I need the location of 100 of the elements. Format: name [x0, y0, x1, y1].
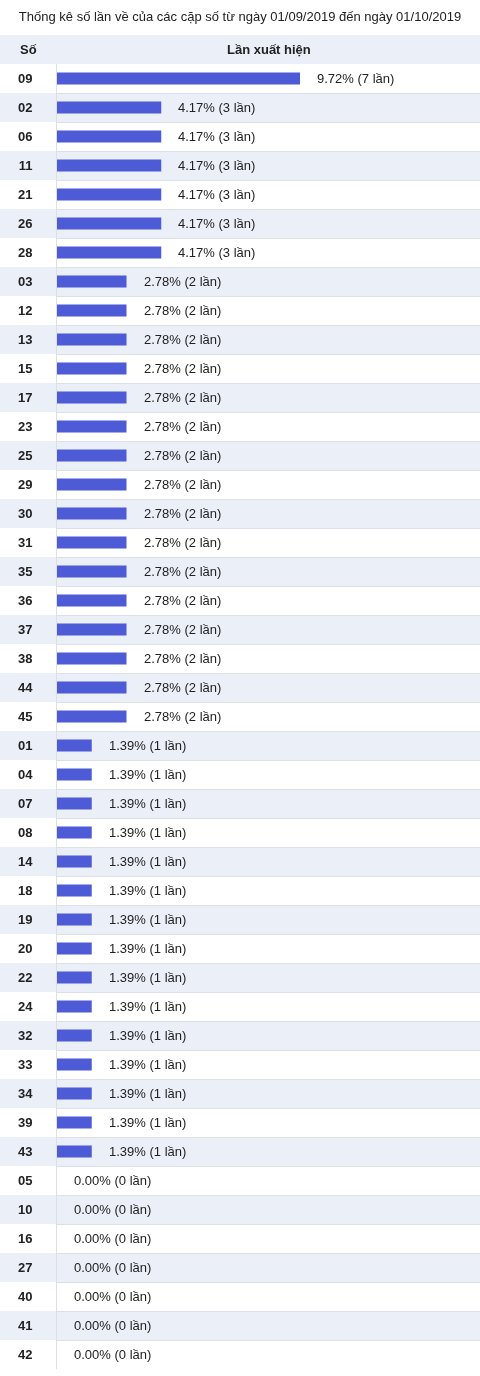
bar: [57, 275, 127, 288]
data-label: 0.00% (0 lần): [74, 1289, 152, 1304]
data-label: 2.78% (2 lần): [144, 390, 222, 405]
bar: [57, 217, 162, 230]
data-label: 4.17% (3 lần): [178, 245, 256, 260]
y-tick-label: 29: [17, 477, 33, 493]
bar: [57, 681, 127, 694]
y-tick-label: 30: [17, 506, 33, 522]
x-axis-title: Lần xuất hiện: [227, 42, 311, 57]
y-tick-label: 15: [17, 361, 33, 377]
bar: [57, 1145, 92, 1158]
y-tick-label: 31: [17, 535, 33, 551]
bar: [57, 1087, 92, 1100]
y-tick-label: 03: [17, 274, 33, 290]
bar: [57, 449, 127, 462]
data-label: 2.78% (2 lần): [144, 419, 222, 434]
bar: [57, 710, 127, 723]
data-label: 1.39% (1 lần): [109, 796, 187, 811]
y-tick-label: 28: [17, 245, 33, 261]
data-label: 2.78% (2 lần): [144, 506, 222, 521]
data-label: 1.39% (1 lần): [109, 883, 187, 898]
data-label: 2.78% (2 lần): [144, 303, 222, 318]
y-tick-label: 40: [17, 1289, 33, 1305]
data-label: 1.39% (1 lần): [109, 941, 187, 956]
bar: [57, 536, 127, 549]
bar: [57, 797, 92, 810]
data-label: 1.39% (1 lần): [109, 767, 187, 782]
bar: [57, 1029, 92, 1042]
data-label: 0.00% (0 lần): [74, 1202, 152, 1217]
y-tick-label: 16: [17, 1231, 33, 1247]
y-tick-label: 38: [17, 651, 33, 667]
bar: [57, 333, 127, 346]
y-tick-label: 02: [17, 100, 33, 116]
y-tick-label: 35: [17, 564, 33, 580]
y-tick-label: 07: [17, 796, 33, 812]
y-tick-label: 23: [17, 419, 33, 435]
y-tick-label: 13: [17, 332, 33, 348]
data-label: 2.78% (2 lần): [144, 361, 222, 376]
data-label: 9.72% (7 lần): [317, 71, 395, 86]
bar: [57, 768, 92, 781]
bar: [57, 1058, 92, 1071]
y-tick-label: 18: [17, 883, 33, 899]
data-label: 4.17% (3 lần): [178, 129, 256, 144]
data-label: 1.39% (1 lần): [109, 738, 187, 753]
y-tick-label: 04: [17, 767, 34, 783]
chart-title: Thống kê số lần về của các cặp số từ ngày 01/09/2019 đến ngày 01/10/2019: [18, 8, 462, 24]
bar: [57, 1000, 92, 1013]
y-tick-label: 20: [17, 941, 33, 957]
data-label: 1.39% (1 lần): [109, 1057, 187, 1072]
bar: [57, 391, 127, 404]
bar: [57, 623, 127, 636]
y-tick-label: 32: [17, 1028, 33, 1044]
data-label: 0.00% (0 lần): [74, 1231, 152, 1246]
y-tick-label: 06: [17, 129, 33, 145]
y-tick-label: 24: [17, 999, 34, 1015]
bar: [57, 739, 92, 752]
y-tick-label: 08: [17, 825, 33, 841]
data-label: 2.78% (2 lần): [144, 274, 222, 289]
y-tick-label: 21: [17, 187, 33, 203]
data-label: 1.39% (1 lần): [109, 999, 187, 1014]
data-label: 0.00% (0 lần): [74, 1318, 152, 1333]
bar: [57, 855, 92, 868]
bar: [57, 507, 127, 520]
y-axis-title: Số: [20, 42, 37, 57]
y-tick-label: 25: [17, 448, 33, 464]
data-label: 2.78% (2 lần): [144, 680, 222, 695]
data-label: 2.78% (2 lần): [144, 709, 222, 724]
bar: [57, 362, 127, 375]
bar: [57, 130, 162, 143]
bar: [57, 942, 92, 955]
y-tick-label: 22: [17, 970, 33, 986]
y-tick-label: 45: [17, 709, 33, 725]
data-label: 4.17% (3 lần): [178, 216, 256, 231]
data-label: 0.00% (0 lần): [74, 1173, 152, 1188]
data-label: 4.17% (3 lần): [178, 187, 256, 202]
y-tick-label: 42: [17, 1347, 33, 1363]
bar: [57, 478, 127, 491]
y-tick-label: 10: [17, 1202, 33, 1218]
data-label: 2.78% (2 lần): [144, 564, 222, 579]
data-label: 2.78% (2 lần): [144, 448, 222, 463]
y-tick-label: 14: [17, 854, 34, 870]
data-label: 2.78% (2 lần): [144, 651, 222, 666]
y-tick-label: 27: [17, 1260, 33, 1276]
bar: [57, 826, 92, 839]
y-tick-label: 12: [17, 303, 33, 319]
data-label: 1.39% (1 lần): [109, 1028, 187, 1043]
data-label: 1.39% (1 lần): [109, 1086, 187, 1101]
y-tick-label: 43: [17, 1144, 33, 1160]
y-tick-label: 39: [17, 1115, 33, 1131]
y-tick-label: 26: [17, 216, 33, 232]
data-label: 2.78% (2 lần): [144, 535, 222, 550]
bar: [57, 652, 127, 665]
data-label: 4.17% (3 lần): [178, 158, 256, 173]
y-tick-label: 09: [17, 71, 33, 87]
bar: [57, 101, 162, 114]
data-label: 0.00% (0 lần): [74, 1347, 152, 1362]
data-label: 1.39% (1 lần): [109, 912, 187, 927]
bar: [57, 420, 127, 433]
bar: [57, 594, 127, 607]
bar: [57, 159, 162, 172]
